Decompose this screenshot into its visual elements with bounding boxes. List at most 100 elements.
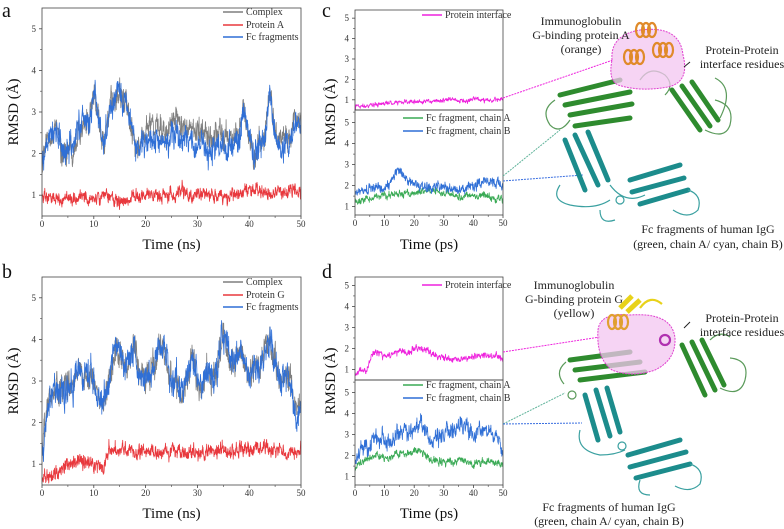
legend: Fc fragment, chain A Fc fragment, chain B [403,113,511,137]
protein-a-helices [622,21,675,66]
protein-g-structure [606,294,672,347]
plot-frame [354,276,504,381]
protein-structure-b [558,294,747,496]
legend: Protein interface [422,280,512,291]
connector-interface-bottom [502,336,601,353]
connector-chainA-top [502,129,561,177]
x-tick-label: 40 [245,488,255,498]
y-tick-label: 3 [345,54,350,64]
binding-protein-label-line1: Immunoglobulin [541,14,622,28]
plot-frame [354,9,504,111]
y-axis-title: RMSD (Å) [323,347,339,414]
y-tick-label: 1 [32,190,37,200]
y-tick-label: 3 [32,107,37,117]
y-tick-label: 1 [32,459,37,469]
legend-label: Protein A [246,20,285,31]
binding-protein-label-line2: G-binding protein A [532,28,630,42]
panel-label-c: c [322,0,331,22]
x-tick-label: 10 [380,488,390,498]
interface-arrow [683,61,691,68]
y-tick-label: 2 [345,74,350,84]
legend: Complex Protein AFc fragments [223,7,299,43]
y-tick-label: 1 [345,364,350,374]
legend-label: Fc fragment, chain B [426,126,511,137]
y-tick-label: 4 [32,65,37,75]
panel-label-b: b [2,261,12,283]
series-layer [42,320,301,484]
y-tick-label: 5 [345,388,350,398]
fc-chain-b-ribbons [562,129,691,207]
legend: Complex Protein GFc fragments [223,277,299,313]
subplot-d-0: 1 2 3 4 5 Protein interface [345,276,512,381]
series-line-protein-a [42,179,301,211]
y-tick-label: 3 [345,430,350,440]
y-tick-label: 5 [32,293,37,303]
y-axis-title: RMSD (Å) [6,78,22,145]
series-line-fc-fragments [42,79,301,171]
x-tick-label: 20 [410,218,420,228]
x-tick-label: 50 [297,219,307,229]
series-line-protein-interface [355,343,503,376]
binding-protein-label-line2: G-binding protein G [525,292,623,306]
subplot-c-0: 1 2 3 4 5 Protein interface [345,9,512,111]
x-tick-label: 10 [89,219,99,229]
x-tick-label: 40 [469,218,479,228]
series-line-protein-g [42,438,301,484]
interface-label-line1: Protein-Protein [705,43,778,57]
y-tick-label: 2 [345,343,350,353]
series-layer [355,96,503,110]
connector-lines [502,59,614,425]
y-tick-label: 5 [345,280,350,290]
legend-label: Complex [246,7,283,18]
series-line-fc-fragment-chain-a [355,186,503,205]
x-tick-label: 10 [89,488,99,498]
chart-panel-d: 1 2 3 4 5 Protein interface 1 2 3 4 5 Fc fragment, … [323,276,512,522]
x-tick-label: 50 [297,488,307,498]
y-tick-label: 4 [345,409,350,419]
chart-panel-a: 1 2 3 4 5 Complex Protein AFc fragments 0 10 20 30… [6,7,306,253]
y-tick-label: 3 [345,160,350,170]
y-tick-label: 4 [345,301,350,311]
y-tick-label: 2 [345,181,350,191]
x-tick-label: 30 [193,219,203,229]
protein-structure-a [545,21,732,222]
series-layer [355,167,503,205]
x-axis-title: Time (ns) [142,237,200,253]
x-tick-label: 40 [245,219,255,229]
subplot-b-0: 1 2 3 4 5 Complex Protein GFc fragments [32,276,302,486]
x-tick-label: 0 [40,219,45,229]
y-axis-title: RMSD (Å) [323,78,339,145]
x-tick-label: 50 [499,218,509,228]
chart-panel-b: 1 2 3 4 5 Complex Protein GFc fragments 0 10 20 30… [6,276,307,522]
series-line-protein-interface [355,96,503,110]
x-axis-title: Time (ps) [400,506,458,522]
annotations-bottom: Immunoglobulin G-binding protein G (yell… [525,278,784,528]
x-tick-label: 30 [193,488,203,498]
x-tick-label: 20 [410,488,420,498]
legend-label: Fc fragments [246,302,299,313]
connector-chainB-bottom [502,422,583,425]
fc-label-line2: (green, chain A/ cyan, chain B) [633,237,783,251]
series-layer [42,77,301,211]
fc-chain-b-ribbons [582,385,693,481]
x-tick-label: 40 [469,488,479,498]
series-line-fc-fragments [42,320,301,463]
chart-panel-c: 1 2 3 4 5 Protein interface 1 2 3 4 5 Fc fragment, … [323,9,512,253]
legend-label: Fc fragment, chain A [426,380,511,391]
legend-label: Complex [246,277,283,288]
y-tick-label: 4 [345,139,350,149]
x-axis-title: Time (ps) [400,237,458,253]
y-tick-label: 5 [345,118,350,128]
connector-chainB-top [502,174,584,182]
fc-label-line1: Fc fragments of human IgG [641,222,775,236]
y-tick-label: 1 [345,95,350,105]
x-tick-label: 50 [499,488,509,498]
panel-label-a: a [2,0,11,22]
interface-arrow [683,321,691,329]
legend-label: Protein interface [445,10,512,21]
series-layer [355,413,503,472]
series-line-complex [42,322,301,454]
